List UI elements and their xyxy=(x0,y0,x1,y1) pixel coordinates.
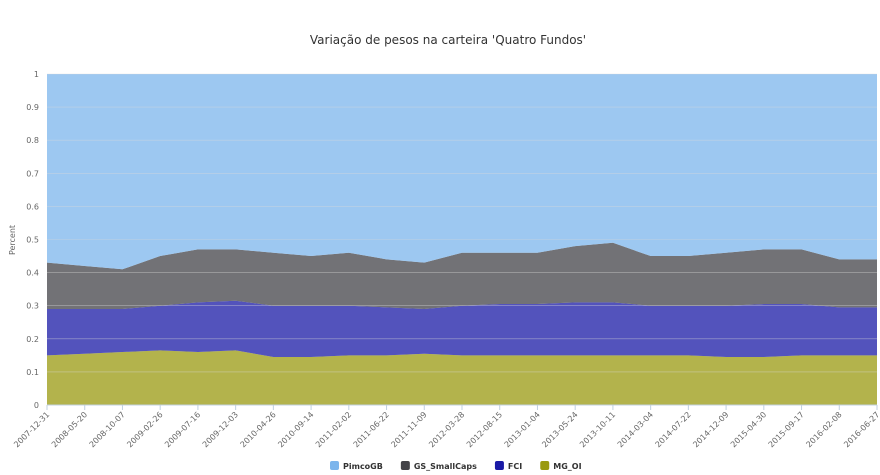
x-tick-label: 2013-01-04 xyxy=(503,410,542,449)
x-tick-label: 2007-12-31 xyxy=(12,410,51,449)
x-tick-label: 2014-12-09 xyxy=(691,410,730,449)
y-tick-label: 0 xyxy=(34,401,39,410)
area xyxy=(47,74,877,270)
legend-swatch xyxy=(540,461,550,470)
legend-label: FCI xyxy=(508,462,522,471)
x-tick-label: 2015-09-17 xyxy=(767,410,806,449)
x-tick-label: 2016-02-08 xyxy=(804,410,843,449)
x-tick-label: 2011-06-22 xyxy=(352,410,391,449)
x-tick-label: 2016-06-27 xyxy=(842,410,880,449)
x-tick-label: 2012-08-15 xyxy=(465,410,504,449)
y-tick-label: 0.5 xyxy=(26,236,39,245)
legend-swatch xyxy=(330,461,339,470)
y-tick-label: 0.7 xyxy=(26,169,39,178)
y-axis-label: Percent xyxy=(8,225,17,255)
x-tick-label: 2013-05-24 xyxy=(540,410,579,449)
x-tick-label: 2011-11-09 xyxy=(389,410,428,449)
x-tick-label: 2013-10-11 xyxy=(578,410,617,449)
x-tick-label: 2014-07-22 xyxy=(654,410,693,449)
x-tick-label: 2008-10-07 xyxy=(88,410,127,449)
y-tick-label: 1 xyxy=(34,70,39,79)
x-tick-label: 2009-12-03 xyxy=(201,410,240,449)
x-tick-label: 2008-05-20 xyxy=(50,410,89,449)
area xyxy=(47,242,877,310)
x-tick-label: 2010-09-14 xyxy=(276,410,315,449)
y-tick-label: 0.3 xyxy=(26,302,39,311)
y-tick-label: 0.1 xyxy=(26,368,39,377)
x-tick-label: 2014-03-04 xyxy=(616,410,655,449)
area xyxy=(47,300,877,358)
y-tick-label: 0.2 xyxy=(26,335,39,344)
y-tick-label: 0.6 xyxy=(26,202,39,211)
x-tick-label: 2009-07-16 xyxy=(163,410,202,449)
y-tick-label: 0.9 xyxy=(26,103,39,112)
legend-label: PimcoGB xyxy=(343,462,383,471)
x-tick-label: 2011-02-02 xyxy=(314,410,353,449)
legend-swatch xyxy=(494,461,504,470)
legend-swatch xyxy=(400,461,410,470)
x-tick-label: 2010-04-26 xyxy=(239,410,278,449)
x-tick-label: 2015-04-30 xyxy=(729,410,768,449)
x-tick-label: 2012-03-28 xyxy=(427,410,466,449)
chart-title: Variação de pesos na carteira 'Quatro Fu… xyxy=(310,33,586,47)
area xyxy=(47,350,877,405)
y-tick-label: 0.8 xyxy=(26,136,39,145)
y-tick-label: 0.4 xyxy=(26,269,39,278)
x-tick-label: 2009-02-26 xyxy=(125,410,164,449)
legend-label: GS_SmallCaps xyxy=(414,462,477,471)
legend-label: MG_OI xyxy=(553,462,581,471)
